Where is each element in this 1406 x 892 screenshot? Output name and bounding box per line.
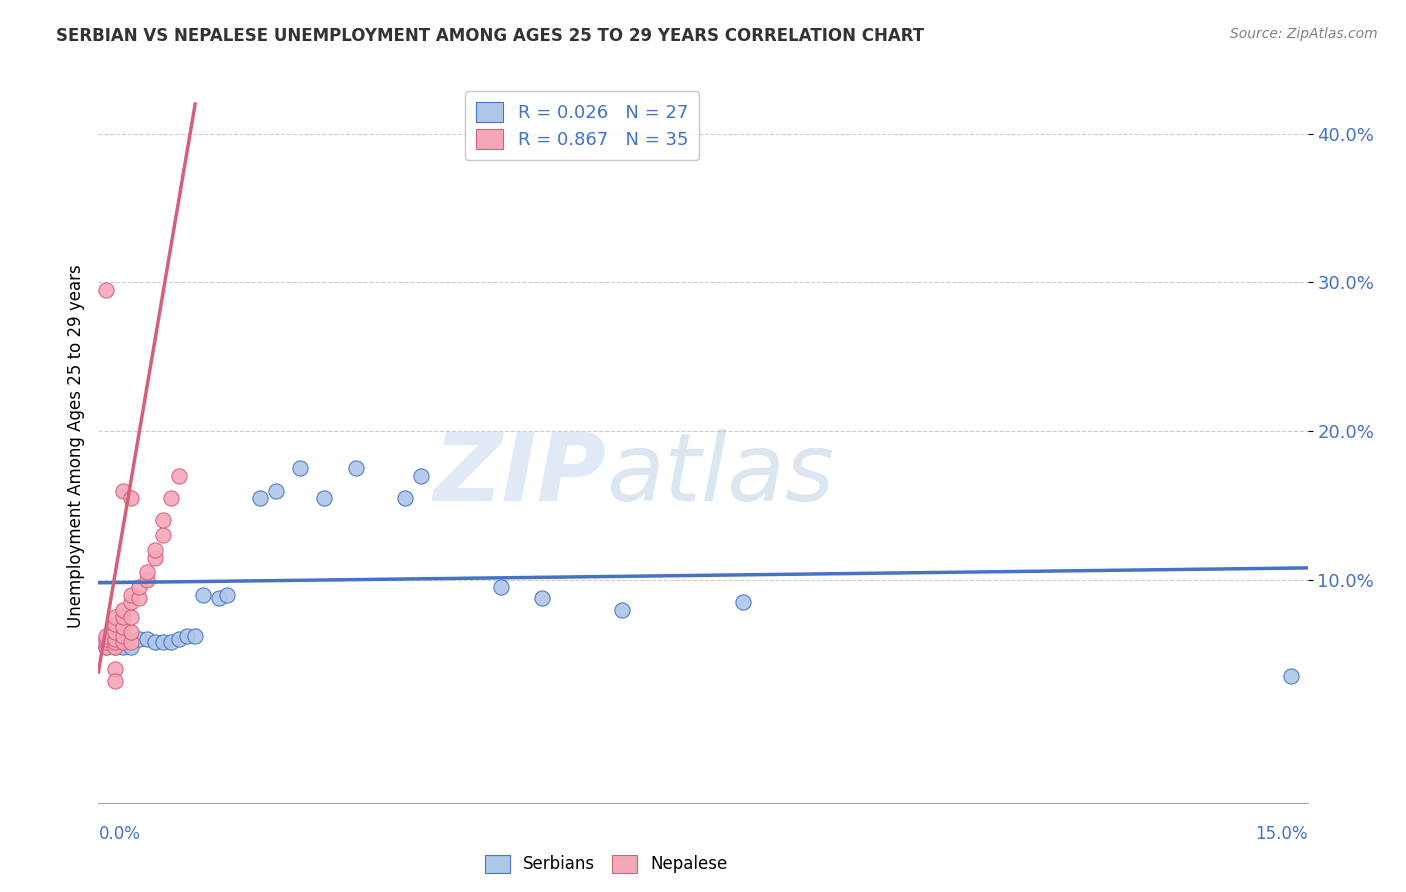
Text: Source: ZipAtlas.com: Source: ZipAtlas.com	[1230, 27, 1378, 41]
Point	[103, 640, 125, 654]
Point	[120, 595, 142, 609]
Point	[733, 595, 755, 609]
Point	[103, 673, 125, 688]
Point	[120, 635, 142, 649]
Point	[143, 543, 166, 558]
Point	[152, 528, 174, 542]
Point	[160, 491, 183, 505]
Point	[128, 632, 150, 647]
Text: 15.0%: 15.0%	[1256, 825, 1308, 843]
Point	[314, 491, 336, 505]
Point	[96, 283, 118, 297]
Point	[193, 588, 215, 602]
Point	[96, 632, 118, 647]
Point	[103, 610, 125, 624]
Point	[111, 610, 134, 624]
Point	[167, 632, 190, 647]
Legend: Serbians, Nepalese: Serbians, Nepalese	[478, 848, 734, 880]
Y-axis label: Unemployment Among Ages 25 to 29 years: Unemployment Among Ages 25 to 29 years	[66, 264, 84, 628]
Point	[176, 629, 198, 643]
Point	[96, 640, 118, 654]
Text: ZIP: ZIP	[433, 428, 606, 521]
Point	[111, 620, 134, 634]
Point	[143, 550, 166, 565]
Point	[120, 588, 142, 602]
Point	[103, 617, 125, 632]
Point	[128, 591, 150, 605]
Point	[111, 640, 134, 654]
Point	[111, 483, 134, 498]
Point	[135, 573, 157, 587]
Point	[288, 461, 311, 475]
Text: atlas: atlas	[606, 429, 835, 520]
Point	[103, 632, 125, 647]
Point	[120, 491, 142, 505]
Point	[120, 610, 142, 624]
Point	[249, 491, 271, 505]
Point	[103, 635, 125, 649]
Point	[217, 588, 239, 602]
Text: 0.0%: 0.0%	[98, 825, 141, 843]
Point	[103, 640, 125, 654]
Point	[120, 624, 142, 639]
Point	[135, 566, 157, 580]
Point	[612, 602, 634, 616]
Point	[103, 662, 125, 676]
Point	[152, 635, 174, 649]
Text: SERBIAN VS NEPALESE UNEMPLOYMENT AMONG AGES 25 TO 29 YEARS CORRELATION CHART: SERBIAN VS NEPALESE UNEMPLOYMENT AMONG A…	[56, 27, 924, 45]
Point	[120, 640, 142, 654]
Point	[1281, 669, 1303, 683]
Point	[135, 632, 157, 647]
Point	[111, 635, 134, 649]
Point	[128, 580, 150, 594]
Point	[167, 468, 190, 483]
Point	[160, 635, 183, 649]
Point	[208, 591, 231, 605]
Point	[409, 468, 432, 483]
Point	[111, 602, 134, 616]
Point	[491, 580, 513, 594]
Point	[184, 629, 207, 643]
Point	[530, 591, 553, 605]
Point	[143, 635, 166, 649]
Point	[264, 483, 287, 498]
Point	[103, 624, 125, 639]
Point	[96, 640, 118, 654]
Point	[96, 635, 118, 649]
Point	[96, 629, 118, 643]
Point	[394, 491, 416, 505]
Point	[344, 461, 367, 475]
Point	[111, 629, 134, 643]
Point	[152, 513, 174, 527]
